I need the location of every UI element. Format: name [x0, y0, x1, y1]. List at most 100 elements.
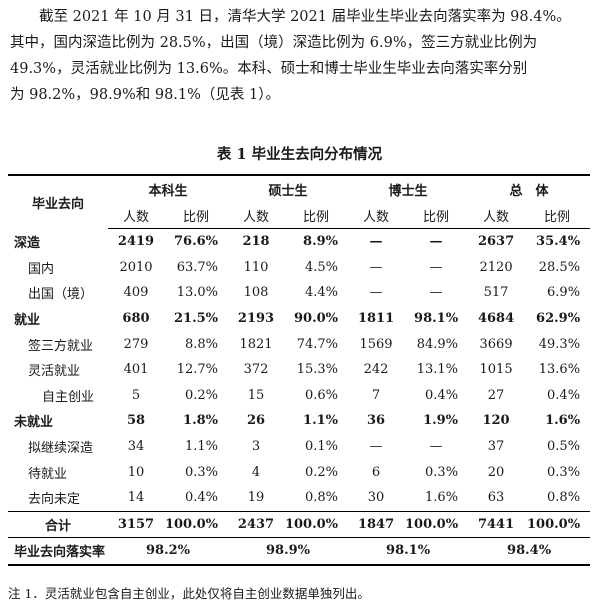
count-cell: 2637	[477, 234, 515, 250]
subheader-ratio: 比例	[524, 202, 591, 229]
count-cell: —	[369, 234, 383, 250]
count-cell: 3669	[479, 336, 513, 352]
ratio-cell: 1.1%	[303, 413, 339, 429]
table-row: 深造 2419 76.6% 218 8.9% — — 2637 35.4%	[8, 229, 590, 255]
ratio-cell: 0.4%	[425, 387, 459, 403]
count-cell: 2419	[117, 234, 155, 250]
ratio-cell: 0.3%	[547, 464, 581, 480]
count-cell: 63	[487, 490, 505, 506]
count-cell: 372	[243, 362, 269, 378]
subheader-ratio: 比例	[164, 202, 229, 229]
count-cell: 680	[122, 311, 150, 327]
paragraph-line: 49.3%，灵活就业比例为 13.6%。本科、硕士和博士毕业生毕业去向落实率分别	[10, 61, 528, 77]
count-cell: 34	[127, 439, 145, 455]
ratio-cell: 49.3%	[538, 336, 581, 352]
row-label: 去向未定	[28, 492, 81, 508]
count-cell: 242	[363, 362, 389, 378]
ratio-cell: 0.5%	[547, 439, 581, 455]
total-cell: 100.0%	[284, 510, 349, 538]
count-cell: 120	[482, 413, 510, 429]
rate-cell: 98.2%	[108, 537, 229, 566]
group-header-row: 毕业去向 本科生 硕士生 博士生 总 体	[8, 175, 591, 212]
group-header-master: 硕士生	[268, 183, 308, 199]
table-caption: 表 1 毕业生去向分布情况	[216, 146, 383, 163]
ratio-cell: 0.4%	[547, 387, 581, 403]
ratio-cell: 76.6%	[174, 234, 219, 250]
ratio-cell: 21.5%	[174, 311, 219, 327]
row-label: 就业	[14, 313, 41, 329]
count-cell: 19	[247, 490, 265, 506]
ratio-cell: 13.6%	[538, 362, 581, 378]
ratio-cell: 84.9%	[416, 336, 459, 352]
total-cell: 2437	[228, 510, 285, 538]
count-cell: 1811	[357, 311, 395, 327]
group-header-phd: 博士生	[388, 183, 428, 199]
table-row: 自主创业 5 0.2% 15 0.6% 7 0.4% 27 0.4%	[8, 383, 590, 409]
ratio-cell: 0.1%	[305, 439, 339, 455]
rate-label: 毕业去向落实率	[8, 537, 108, 566]
ratio-cell: 0.3%	[425, 464, 459, 480]
summary-paragraph: 截至 2021 年 10 月 31 日，清华大学 2021 届毕业生毕业去向落实…	[10, 4, 590, 108]
ratio-cell: 0.6%	[305, 387, 339, 403]
rate-cell: 98.9%	[228, 537, 349, 566]
ratio-cell: 90.0%	[294, 311, 339, 327]
ratio-cell: 0.4%	[184, 490, 219, 506]
count-cell: 409	[123, 285, 149, 301]
ratio-cell: 98.1%	[414, 311, 459, 327]
subheader-count: 人数	[228, 202, 285, 229]
ratio-cell: 1.8%	[183, 413, 219, 429]
ratio-cell: —	[429, 439, 443, 455]
table-row: 去向未定 14 0.4% 19 0.8% 30 1.6% 63 0.8%	[8, 485, 590, 511]
count-cell: 7	[371, 387, 381, 403]
table-row: 拟继续深造 34 1.1% 3 0.1% — — 37 0.5%	[8, 434, 590, 460]
ratio-cell: 13.1%	[416, 362, 459, 378]
count-cell: 218	[242, 234, 270, 250]
ratio-cell: 13.0%	[176, 285, 219, 301]
ratio-cell: 0.2%	[184, 387, 219, 403]
ratio-cell: 1.6%	[425, 490, 459, 506]
count-cell: 4684	[477, 311, 515, 327]
row-label: 拟继续深造	[28, 441, 94, 457]
total-cell: 1847	[348, 510, 405, 538]
row-label: 灵活就业	[28, 364, 81, 380]
count-cell: 517	[483, 285, 509, 301]
table-row: 签三方就业 279 8.8% 1821 74.7% 1569 84.9% 3669 49.3%	[8, 331, 590, 357]
count-cell: 6	[371, 464, 381, 480]
ratio-cell: 1.1%	[184, 439, 219, 455]
paragraph-line: 截至 2021 年 10 月 31 日，清华大学 2021 届毕业生毕业去向落实…	[39, 9, 571, 25]
total-cell: 100.0%	[164, 510, 229, 538]
ratio-cell: 0.8%	[305, 490, 339, 506]
ratio-cell: —	[429, 234, 443, 250]
ratio-cell: 8.8%	[184, 336, 219, 352]
total-cell: 100.0%	[404, 510, 469, 538]
total-label: 合计	[8, 510, 108, 538]
row-label: 出国（境）	[28, 287, 94, 303]
count-cell: 401	[123, 362, 149, 378]
table-body: 深造 2419 76.6% 218 8.9% — —2637 35.4% 国内 2010 63.7%…	[8, 229, 590, 512]
ratio-cell: —	[429, 285, 443, 301]
count-cell: 30	[367, 490, 385, 506]
count-cell: 1015	[479, 362, 513, 378]
row-label: 自主创业	[42, 389, 95, 405]
total-cell: 7441	[468, 510, 525, 538]
subheader-count: 人数	[108, 202, 164, 229]
table-row: 灵活就业 401 12.7% 372 15.3% 242 13.1% 1015 13.6%	[8, 357, 590, 383]
paragraph-line: 为 98.2%，98.9%和 98.1%（见表 1）。	[10, 87, 280, 103]
total-cell: 3157	[108, 510, 164, 538]
row-label: 未就业	[14, 415, 54, 431]
row-label: 待就业	[28, 466, 68, 482]
ratio-cell: 6.9%	[547, 285, 581, 301]
paragraph-line: 其中，国内深造比例为 28.5%，出国（境）深造比例为 6.9%，签三方就业比例…	[10, 35, 538, 51]
count-cell: 14	[127, 490, 145, 506]
count-cell: 20	[487, 464, 505, 480]
count-cell: 37	[487, 439, 505, 455]
count-cell: 279	[123, 336, 149, 352]
subheader-ratio: 比例	[284, 202, 349, 229]
count-cell: 4	[251, 464, 261, 480]
ratio-cell: 12.7%	[176, 362, 219, 378]
total-cell: 100.0%	[524, 510, 591, 538]
corner-header: 毕业去向	[31, 196, 84, 212]
count-cell: —	[369, 259, 383, 275]
count-cell: 3	[251, 439, 261, 455]
ratio-cell: 15.3%	[296, 362, 339, 378]
